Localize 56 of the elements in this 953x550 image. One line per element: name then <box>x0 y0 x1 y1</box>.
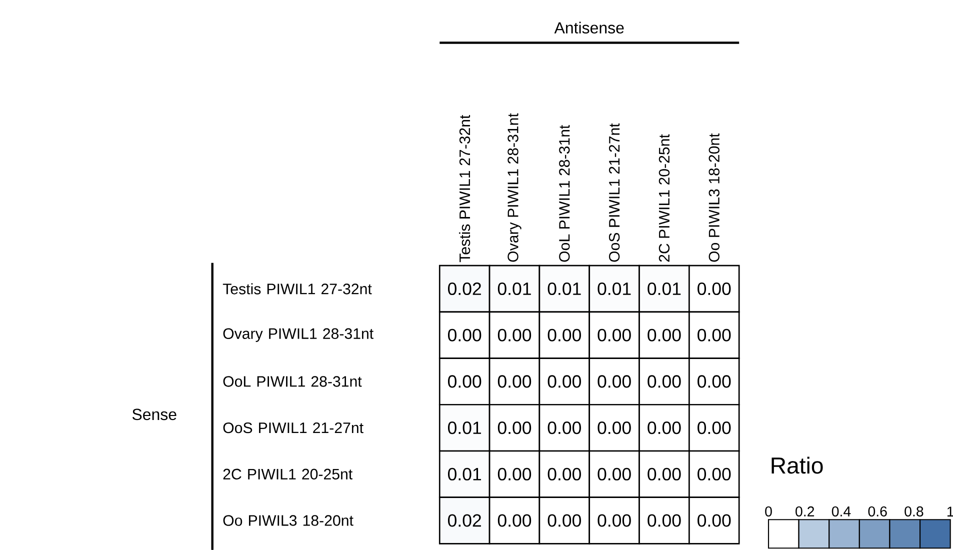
data-label: 0.02 <box>448 514 481 527</box>
color-bar-label: 0.2 <box>796 506 814 517</box>
data-label: 0.00 <box>498 468 532 480</box>
data-label: 0.00 <box>598 328 631 342</box>
x-axis-title: Antisense <box>554 22 624 34</box>
y-axis-title: Sense <box>132 408 176 420</box>
color-bar-label: 0.6 <box>868 506 887 517</box>
data-label: 0.00 <box>498 514 532 527</box>
data-label: 0.01 <box>648 282 681 296</box>
data-label: 0.00 <box>548 468 581 480</box>
data-label: 0.00 <box>698 328 731 342</box>
data-label: 0.00 <box>698 375 731 388</box>
data-label: 0.00 <box>498 422 532 434</box>
data-label: 0.00 <box>648 514 681 527</box>
data-label: 0.00 <box>598 375 631 388</box>
data-label: 0.00 <box>648 468 681 480</box>
data-label: 0.00 <box>448 328 482 342</box>
data-label: 0.01 <box>448 422 481 434</box>
y-tick-label: OoL PIWIL1 28-31nt <box>223 376 362 387</box>
data-label: 0.00 <box>648 328 681 342</box>
color-bar-title: Ratio <box>772 456 823 474</box>
color-bar-label: 0.4 <box>832 506 851 517</box>
y-tick-label: OoS PIWIL1 21-27nt <box>223 422 364 434</box>
y-tick-label: Oo PIWIL3 18-20nt <box>223 515 354 526</box>
data-label: 0.00 <box>598 468 631 480</box>
data-label: 0.00 <box>598 422 631 434</box>
data-label: 0.00 <box>498 328 532 342</box>
data-label: 0.00 <box>548 328 581 342</box>
x-tick-label: Testis PIWIL1 27-32nt <box>459 114 470 262</box>
data-label: 0.00 <box>548 375 581 388</box>
data-label: 0.00 <box>598 514 631 527</box>
y-tick-label: 2C PIWIL1 20-25nt <box>223 468 352 480</box>
data-label: 0.00 <box>698 468 731 480</box>
data-label: 0.02 <box>448 282 481 296</box>
y-tick-label: Testis PIWIL1 27-32nt <box>222 283 372 294</box>
data-label: 0.01 <box>598 282 631 296</box>
data-label: 0.00 <box>548 514 581 527</box>
x-tick-label: OoL PIWIL1 28-31nt <box>559 125 570 262</box>
data-label: 0.01 <box>448 468 481 480</box>
data-label: 0.00 <box>498 375 532 388</box>
x-tick-label: Ovary PIWIL1 28-31nt <box>508 113 522 262</box>
data-label: 0.00 <box>648 422 681 434</box>
data-label: 0.01 <box>548 282 581 296</box>
x-tick-label: Oo PIWIL3 18-20nt <box>708 133 720 262</box>
data-label: 0.00 <box>698 514 731 527</box>
y-tick-label: Ovary PIWIL1 28-31nt <box>223 328 374 342</box>
data-label: 0.00 <box>548 422 581 434</box>
color-bar-label: 0 <box>765 506 772 517</box>
data-label: 0.01 <box>498 282 531 296</box>
x-tick-label: OoS PIWIL1 21-27nt <box>608 123 620 262</box>
data-label: 0.00 <box>698 282 731 296</box>
data-label: 0.00 <box>448 375 482 388</box>
x-tick-label: 2C PIWIL1 20-25nt <box>658 134 670 262</box>
color-bar-label: 0.8 <box>904 506 924 517</box>
data-label: 0.00 <box>648 375 681 388</box>
data-label: 0.00 <box>698 422 731 434</box>
